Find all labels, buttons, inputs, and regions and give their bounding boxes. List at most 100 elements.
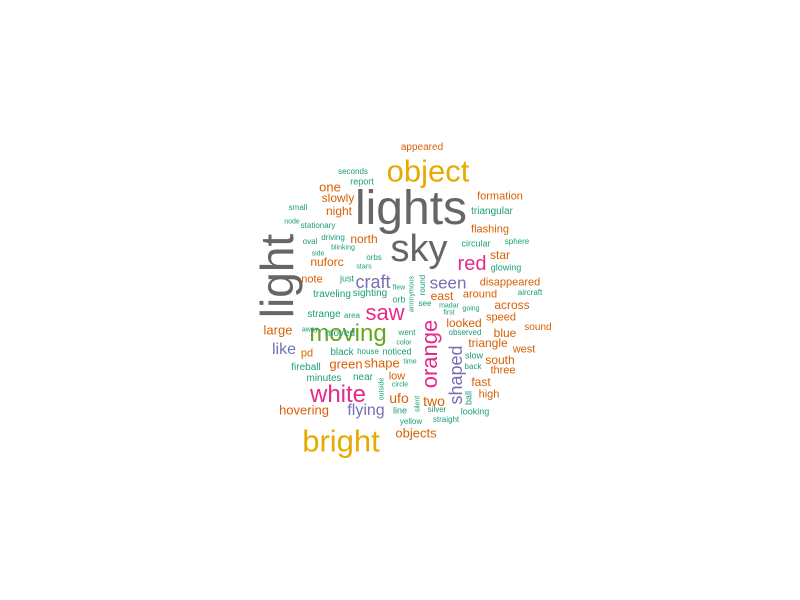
word-shaped: shaped [446, 345, 466, 405]
word-around: around [462, 288, 498, 301]
word-high: high [478, 388, 500, 401]
word-house: house [357, 347, 379, 356]
word-orange: orange [417, 319, 442, 389]
word-triangle: triangle [468, 336, 508, 350]
word-star: star [489, 248, 511, 262]
word-round: round [418, 274, 427, 296]
word-craft: craft [355, 272, 391, 292]
word-see: see [418, 299, 432, 308]
word-stars: stars [356, 263, 372, 271]
word-low: low [388, 370, 406, 383]
word-appeared: appeared [400, 142, 444, 153]
word-aircraft: aircraft [517, 288, 543, 297]
word-shape: shape [364, 355, 400, 371]
word-sighting: sighting [352, 288, 388, 299]
word-line: line [392, 405, 408, 416]
word-report: report [350, 176, 374, 187]
word-saw: saw [365, 300, 405, 325]
word-south: south [485, 353, 515, 367]
word-flew: flew [392, 284, 406, 292]
word-note: note [301, 273, 323, 286]
word-oval: oval [302, 237, 318, 246]
word-black: black [330, 347, 354, 358]
word-formation: formation [477, 190, 523, 203]
word-seen: seen [429, 273, 467, 293]
word-sphere: sphere [504, 237, 530, 246]
word-blinking: blinking [331, 244, 355, 252]
word-slow: slow [464, 350, 484, 361]
word-yellow: yellow [399, 417, 423, 426]
word-near: near [352, 372, 374, 383]
word-flying: flying [347, 402, 385, 419]
word-night: night [325, 204, 353, 218]
word-first: first [443, 309, 455, 317]
word-time: time [403, 358, 417, 366]
word-moved: moved [324, 328, 356, 339]
word-outside: outside [378, 377, 386, 401]
word-flashing: flashing [471, 223, 509, 236]
word-anonymous: anonymous [408, 275, 416, 313]
word-orbs: orbs [366, 253, 382, 262]
word-large: large [263, 322, 293, 338]
word-white: white [309, 381, 367, 408]
word-glowing: glowing [490, 262, 522, 273]
word-ufo: ufo [389, 390, 409, 406]
word-sky: sky [390, 228, 448, 270]
word-triangular: triangular [471, 206, 513, 217]
word-lights: lights [354, 182, 468, 235]
word-madar: madar [439, 302, 459, 310]
word-stationary: stationary [300, 221, 336, 230]
word-red: red [457, 253, 487, 275]
word-one: one [319, 179, 341, 195]
word-objects: objects [395, 425, 437, 441]
word-orb: orb [392, 294, 406, 305]
word-side: side [311, 250, 325, 258]
word-away: away [301, 326, 319, 334]
word-north: north [350, 232, 378, 246]
word-straight: straight [432, 415, 460, 424]
word-area: area [343, 311, 361, 320]
word-small: small [288, 203, 308, 212]
word-ball: ball [463, 390, 474, 406]
word-traveling: traveling [313, 289, 351, 300]
word-bright: bright [302, 423, 380, 459]
word-seconds: seconds [338, 167, 368, 176]
word-just: just [339, 273, 355, 284]
word-silent: silent [414, 395, 422, 413]
word-across: across [494, 298, 530, 312]
word-slowly: slowly [321, 191, 355, 205]
word-fireball: fireball [291, 362, 321, 373]
word-color: color [396, 339, 412, 347]
word-silver: silver [427, 405, 447, 414]
word-going: going [462, 305, 480, 313]
word-driving: driving [321, 233, 345, 242]
word-object: object [386, 153, 470, 189]
word-went: went [398, 328, 416, 337]
word-noticed: noticed [382, 346, 412, 357]
word-moving: moving [309, 320, 387, 347]
word-speed: speed [486, 311, 516, 324]
word-fast: fast [471, 375, 491, 389]
word-looked: looked [446, 316, 482, 330]
word-back: back [464, 362, 482, 371]
word-three: three [490, 364, 516, 377]
word-node: node [284, 218, 300, 226]
word-two: two [423, 393, 445, 409]
word-sound: sound [524, 322, 552, 333]
word-green: green [329, 356, 363, 372]
word-blue: blue [493, 326, 517, 340]
word-strange: strange [307, 309, 341, 320]
word-west: west [512, 343, 536, 356]
word-pd: pd [300, 347, 314, 360]
word-circular: circular [461, 238, 491, 249]
word-looking: looking [460, 406, 490, 417]
word-hovering: hovering [279, 402, 329, 418]
word-like: like [271, 341, 297, 358]
word-east: east [430, 289, 454, 303]
word-minutes: minutes [306, 373, 342, 384]
word-observed: observed [448, 328, 482, 337]
word-circle: circle [391, 381, 409, 389]
word-nuforc: nuforc [310, 255, 344, 269]
word-light: light [251, 233, 303, 319]
